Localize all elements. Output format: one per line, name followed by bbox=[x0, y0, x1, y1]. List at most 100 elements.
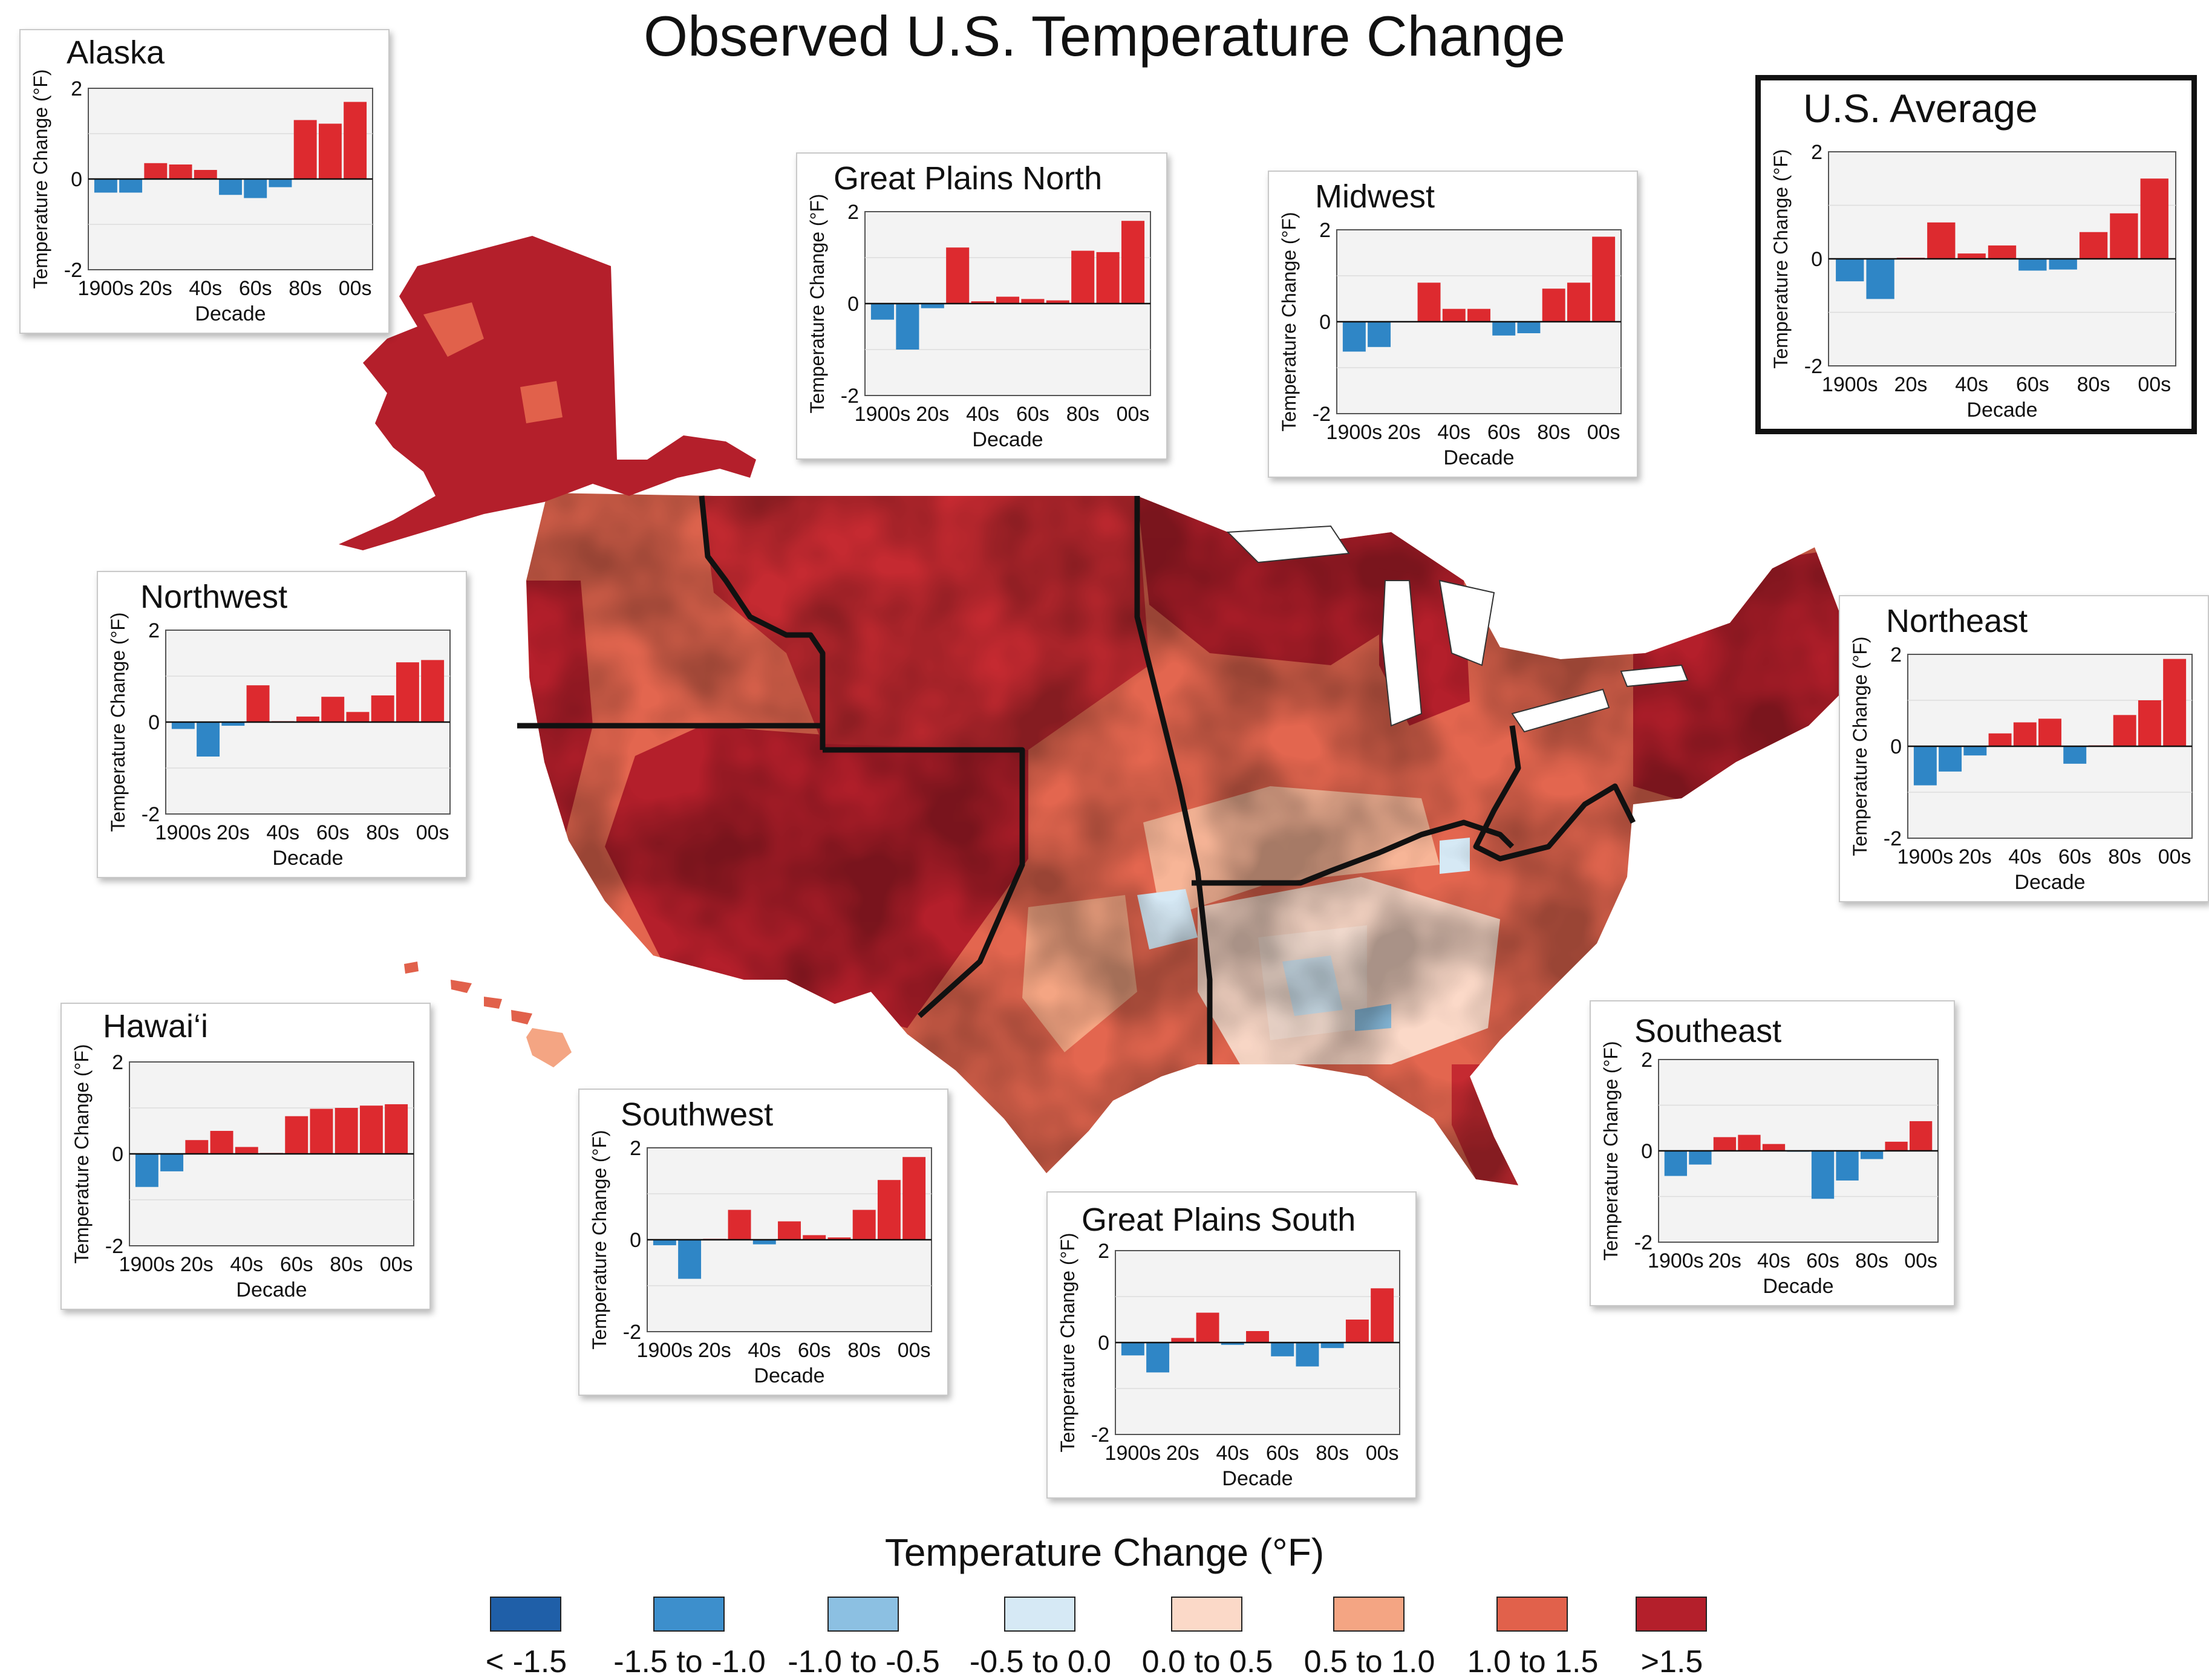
bar bbox=[1592, 236, 1616, 322]
x-tick-label: 20s bbox=[139, 277, 172, 300]
bar bbox=[119, 179, 143, 193]
us-average-chart-title: U.S. Average bbox=[1803, 86, 2038, 131]
y-tick-label: -2 bbox=[105, 1235, 123, 1258]
y-tick-label: -2 bbox=[1091, 1424, 1109, 1447]
x-tick-label: 40s bbox=[266, 821, 299, 844]
y-tick-label: 0 bbox=[112, 1143, 123, 1166]
bar bbox=[1046, 300, 1069, 304]
bar bbox=[877, 1180, 901, 1240]
x-tick-label: 1900s bbox=[855, 403, 911, 426]
y-tick-label: 2 bbox=[71, 77, 82, 100]
bar bbox=[1860, 1151, 1884, 1159]
x-axis-label: Decade bbox=[1763, 1275, 1833, 1298]
bar bbox=[2018, 259, 2047, 271]
x-tick-label: 80s bbox=[847, 1339, 881, 1362]
northwest-chart-panel: Northwest 2 0 -2 1900s 20s 40s 60s 80s 00s Decade… bbox=[97, 571, 467, 878]
x-tick-label: 1900s bbox=[1648, 1249, 1704, 1272]
bar bbox=[1963, 746, 1987, 756]
alaska-chart-panel: Alaska 2 0 -2 1900s 20s 40s 60s 80s 00s Decade Tem… bbox=[19, 29, 390, 334]
x-tick-label: 20s bbox=[217, 821, 250, 844]
bar bbox=[827, 1237, 851, 1240]
y-tick-label: 0 bbox=[148, 711, 160, 734]
northwest-chart-title: Northwest bbox=[140, 579, 288, 615]
y-tick-label: -2 bbox=[1313, 403, 1331, 426]
bar bbox=[2049, 259, 2077, 270]
bar bbox=[870, 304, 895, 320]
x-tick-label: 00s bbox=[1366, 1442, 1399, 1465]
x-axis-label: Decade bbox=[1443, 446, 1514, 469]
bar bbox=[244, 179, 267, 198]
y-tick-label: -2 bbox=[142, 803, 160, 826]
bar bbox=[678, 1240, 702, 1279]
x-tick-label: 1900s bbox=[1326, 421, 1383, 444]
x-tick-label: 20s bbox=[1959, 845, 1992, 868]
bar bbox=[1342, 322, 1366, 352]
x-tick-label: 1900s bbox=[119, 1253, 175, 1276]
x-tick-label: 60s bbox=[239, 277, 272, 300]
main-title: Observed U.S. Temperature Change bbox=[644, 4, 1565, 68]
y-tick-label: -2 bbox=[623, 1321, 641, 1344]
x-tick-label: 60s bbox=[1806, 1249, 1839, 1272]
x-tick-label: 40s bbox=[748, 1339, 781, 1362]
bar bbox=[1345, 1320, 1369, 1343]
bar bbox=[1221, 1343, 1244, 1345]
bar bbox=[1866, 259, 1894, 299]
bar bbox=[197, 722, 220, 757]
bar bbox=[2079, 232, 2108, 259]
bar bbox=[344, 102, 367, 179]
bar bbox=[1121, 1343, 1144, 1356]
bar bbox=[1517, 322, 1541, 333]
alaska-chart-title: Alaska bbox=[67, 34, 165, 71]
x-tick-label: 80s bbox=[2108, 845, 2141, 868]
x-tick-label: 1900s bbox=[637, 1339, 693, 1362]
bar bbox=[296, 716, 319, 722]
x-tick-label: 60s bbox=[798, 1339, 831, 1362]
bar bbox=[285, 1116, 308, 1154]
y-tick-label: 0 bbox=[71, 168, 82, 191]
bar bbox=[1320, 1343, 1344, 1349]
x-tick-label: 20s bbox=[698, 1339, 731, 1362]
x-tick-label: 40s bbox=[1757, 1249, 1790, 1272]
bar bbox=[1927, 222, 1956, 259]
y-tick-label: 2 bbox=[1319, 219, 1331, 242]
bar bbox=[1567, 282, 1590, 322]
bar bbox=[185, 1140, 209, 1154]
southwest-chart-panel: Southwest 2 0 -2 1900s 20s 40s 60s 80s 00s Decade… bbox=[578, 1089, 948, 1396]
bar bbox=[371, 695, 394, 722]
y-tick-label: 2 bbox=[847, 201, 859, 224]
bar bbox=[1121, 221, 1145, 304]
legend-title: Temperature Change (°F) bbox=[884, 1531, 1325, 1574]
x-tick-label: 00s bbox=[416, 821, 449, 844]
x-tick-label: 20s bbox=[1894, 373, 1928, 396]
bar bbox=[135, 1154, 158, 1187]
x-tick-label: 80s bbox=[366, 821, 399, 844]
us-average-chart-panel: U.S. Average 2 0 -2 1900s 20s 40s 60s 80s 00s Dec… bbox=[1755, 75, 2197, 434]
bar bbox=[1096, 252, 1120, 304]
x-tick-label: 80s bbox=[330, 1253, 363, 1276]
x-tick-label: 40s bbox=[966, 403, 999, 426]
x-tick-label: 20s bbox=[916, 403, 949, 426]
bar bbox=[2140, 178, 2168, 259]
bar bbox=[160, 1154, 184, 1171]
bar bbox=[971, 301, 994, 304]
y-tick-label: 2 bbox=[1890, 643, 1902, 666]
y-tick-label: -2 bbox=[1884, 827, 1902, 850]
midwest-chart-title: Midwest bbox=[1315, 178, 1435, 215]
x-tick-label: 80s bbox=[1316, 1442, 1349, 1465]
bar bbox=[310, 1109, 333, 1154]
y-tick-label: -2 bbox=[64, 259, 82, 282]
bar bbox=[1913, 746, 1937, 786]
x-tick-label: 40s bbox=[1216, 1442, 1249, 1465]
bar bbox=[293, 120, 317, 179]
northeast-chart-panel: Northeast 2 0 -2 1900s 20s 40s 60s 80s 00s Decade… bbox=[1839, 595, 2209, 902]
x-tick-label: 40s bbox=[1437, 421, 1470, 444]
bar bbox=[1988, 245, 2017, 259]
bar bbox=[1467, 308, 1490, 322]
bar bbox=[752, 1240, 776, 1245]
y-axis-label: Temperature Change (°F) bbox=[107, 612, 129, 832]
